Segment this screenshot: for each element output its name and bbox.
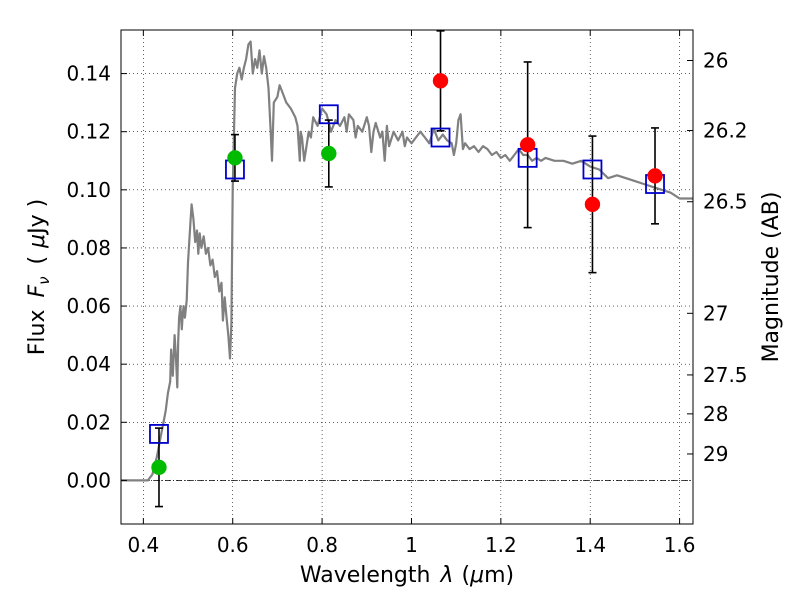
sed-model-line bbox=[121, 40, 693, 482]
y-tick-label: 0.14 bbox=[66, 62, 111, 86]
model-photometry-square bbox=[582, 159, 603, 180]
x-axis-label: Wavelength λ (μm) bbox=[300, 563, 514, 588]
model-photometry-square bbox=[430, 127, 451, 148]
observed-point bbox=[321, 145, 337, 162]
tick-layer: 0.4 0.6 0.8 1 1.2 1.4 1.6 0.00 0.02 0.04 0.06 0.08 0… bbox=[66, 30, 748, 557]
y-tick-label: 0.06 bbox=[66, 294, 111, 318]
observed-point bbox=[432, 73, 449, 89]
x-tick-label: 0.8 bbox=[306, 533, 338, 557]
y-tick-label: 0.10 bbox=[66, 178, 111, 202]
y-axis-label-left-sub: ν bbox=[35, 276, 53, 284]
model-photometry-square bbox=[318, 104, 339, 125]
observed-point bbox=[647, 168, 663, 184]
y-axis-label-left-unit-mu: μ bbox=[25, 234, 50, 249]
observed-point bbox=[519, 137, 536, 153]
x-axis-label-unit-rest: m) bbox=[484, 563, 514, 588]
y-tick-label: 0.00 bbox=[66, 468, 111, 492]
model-photometry-square bbox=[149, 424, 169, 444]
model-photometry-layer bbox=[149, 104, 665, 444]
x-axis-label-text: Wavelength bbox=[300, 563, 431, 588]
y-axis-label-left-unit-open: ( bbox=[25, 256, 50, 265]
x-axis-label-symbol: λ bbox=[439, 563, 453, 588]
observed-point bbox=[227, 150, 243, 166]
mag-tick-label: 28 bbox=[703, 402, 728, 426]
x-axis-label-unit-open: ( bbox=[461, 563, 470, 588]
model-curve-layer bbox=[121, 40, 693, 482]
mag-tick-label: 26.2 bbox=[703, 119, 748, 143]
x-axis-label-unit-mu: μ bbox=[469, 563, 484, 588]
mag-tick-label: 29 bbox=[703, 442, 728, 466]
x-tick-label: 0.6 bbox=[217, 533, 249, 557]
mag-tick-label: 27 bbox=[703, 301, 728, 325]
y-tick-label: 0.04 bbox=[66, 352, 111, 376]
y-axis-label-left-symbol: F bbox=[25, 285, 50, 298]
x-tick-label: 1 bbox=[405, 533, 418, 557]
y-tick-label: 0.08 bbox=[66, 236, 111, 260]
y-axis-label-right: Magnitude (AB) bbox=[759, 192, 784, 363]
y-tick-label: 0.12 bbox=[66, 120, 111, 144]
y-axis-label-left: Flux Fν ( μJy ) bbox=[25, 199, 53, 355]
x-tick-label: 1.4 bbox=[574, 533, 606, 557]
observed-points-layer bbox=[151, 73, 663, 476]
x-tick-label: 1.6 bbox=[664, 533, 696, 557]
mag-tick-label: 26.5 bbox=[703, 190, 748, 214]
axes-frame bbox=[120, 29, 694, 525]
y-axis-label-left-unit-rest: Jy ) bbox=[25, 199, 50, 236]
x-tick-label: 0.4 bbox=[127, 533, 159, 557]
x-tick-label: 1.2 bbox=[485, 533, 517, 557]
observed-point bbox=[151, 459, 167, 476]
mag-tick-label: 27.5 bbox=[703, 363, 748, 387]
y-axis-label-left-text: Flux bbox=[25, 310, 50, 356]
y-tick-label: 0.02 bbox=[66, 410, 111, 434]
mag-tick-label: 26 bbox=[703, 49, 728, 73]
observed-point bbox=[584, 196, 601, 213]
